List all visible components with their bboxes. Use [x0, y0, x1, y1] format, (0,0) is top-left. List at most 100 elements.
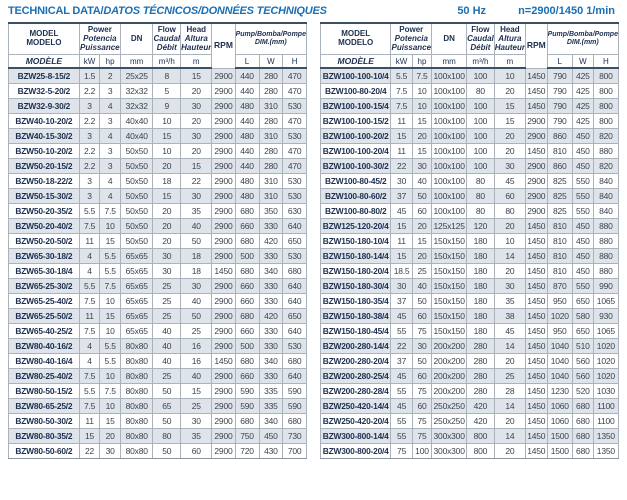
value-cell: 4 — [99, 97, 121, 114]
value-cell: 180 — [466, 322, 495, 339]
table-body: BZW25-8-15/2 1.5 2 25x25 8 15 2900 440 280 470 BZW… — [8, 67, 307, 459]
value-cell: 1450 — [524, 397, 548, 414]
col-header-dimensions: Pump/Bomba/Pompe DIM.(mm) — [546, 22, 620, 56]
value-cell: 5.5 — [78, 277, 101, 294]
value-cell: 80x80 — [119, 427, 154, 444]
value-cell: 1450 — [524, 367, 548, 384]
table-row: BZW65-30-18/2 4 5.5 65x65 30 18 2900 500 330 530 — [8, 247, 307, 264]
table-row: BZW100-100-20/2 15 20 100x100 100 20 2900 860 45… — [319, 127, 620, 144]
value-cell: 50 — [152, 412, 182, 429]
value-cell: 100x100 — [431, 67, 468, 84]
value-cell: 22 — [390, 337, 413, 354]
value-cell: 50x50 — [119, 142, 154, 159]
value-cell: 440 — [234, 67, 260, 84]
table-row: BZW125-120-20/4 15 20 125x125 120 20 1450 810 45… — [319, 217, 620, 234]
value-cell: 870 — [546, 277, 573, 294]
value-cell: 15 — [99, 307, 121, 324]
value-cell: 480 — [234, 97, 260, 114]
value-cell: 3 — [99, 142, 121, 159]
table-row: BZW32-9-30/2 3 4 32x32 9 30 2900 480 310 530 — [8, 97, 307, 114]
value-cell: 10 — [493, 232, 526, 249]
value-cell: 30 — [493, 157, 526, 174]
value-cell: 480 — [234, 172, 260, 189]
table-header: MODEL MODELO Power Potencia Puissance DN Fl… — [319, 21, 620, 70]
value-cell: 10 — [99, 292, 121, 309]
value-cell: 1500 — [546, 442, 573, 459]
value-cell: 60 — [411, 202, 433, 219]
value-cell: 10 — [99, 217, 121, 234]
value-cell: 680 — [282, 412, 307, 429]
value-cell: 1450 — [524, 427, 548, 444]
value-cell: 11 — [78, 307, 101, 324]
value-cell: 1065 — [592, 292, 620, 309]
value-cell: 800 — [466, 442, 495, 459]
value-cell: 3 — [78, 187, 101, 204]
value-cell: 7.5 — [99, 277, 121, 294]
model-cell: BZW300-800-14/4 — [319, 427, 392, 444]
value-cell: 530 — [282, 247, 307, 264]
value-cell: 50 — [152, 442, 182, 459]
value-cell: 1020 — [592, 337, 620, 354]
model-cell: BZW50-20-50/2 — [8, 232, 80, 249]
value-cell: 310 — [258, 97, 284, 114]
value-cell: 80 — [466, 172, 495, 189]
value-cell: 5 — [152, 82, 182, 99]
table-row: BZW25-8-15/2 1.5 2 25x25 8 15 2900 440 280 470 — [8, 67, 307, 84]
speed-label: n=2900/1450 1/min — [518, 5, 615, 17]
value-cell: 30 — [99, 442, 121, 459]
table-row: BZW150-180-20/4 18.5 25 150x150 180 20 1450 810… — [319, 262, 620, 279]
table-row: BZW50-18-22/2 3 4 50x50 18 22 2900 480 310 530 — [8, 172, 307, 189]
value-cell: 10 — [411, 97, 433, 114]
value-cell: 80x80 — [119, 337, 154, 354]
value-cell: 60 — [493, 187, 526, 204]
value-cell: 470 — [282, 82, 307, 99]
value-cell: 310 — [258, 187, 284, 204]
value-cell: 180 — [466, 262, 495, 279]
value-cell: 2900 — [211, 382, 236, 399]
value-cell: 825 — [546, 187, 573, 204]
value-cell: 150x150 — [431, 292, 468, 309]
value-cell: 14 — [493, 397, 526, 414]
value-cell: 15 — [390, 127, 413, 144]
value-cell: 880 — [592, 142, 620, 159]
value-cell: 1450 — [524, 322, 548, 339]
value-cell: 330 — [258, 277, 284, 294]
table-row: BZW80-65-25/2 7.5 10 80x80 65 25 2900 590 335 590 — [8, 397, 307, 414]
value-cell: 2900 — [211, 97, 236, 114]
value-cell: 60 — [411, 307, 433, 324]
value-cell: 810 — [546, 232, 573, 249]
table-row: BZW80-50-15/2 5.5 7.5 80x80 50 15 2900 590 335 59… — [8, 382, 307, 399]
value-cell: 880 — [592, 232, 620, 249]
value-cell: 15 — [493, 112, 526, 129]
value-cell: 4 — [99, 172, 121, 189]
value-cell: 990 — [592, 277, 620, 294]
value-cell: 425 — [571, 82, 594, 99]
model-cell: BZW200-280-25/4 — [319, 367, 392, 384]
value-cell: 2900 — [524, 112, 548, 129]
model-cell: BZW200-280-28/4 — [319, 382, 392, 399]
value-cell: 810 — [546, 247, 573, 264]
value-cell: 825 — [546, 172, 573, 189]
value-cell: 660 — [234, 367, 260, 384]
value-cell: 1450 — [524, 337, 548, 354]
value-cell: 1500 — [546, 427, 573, 444]
value-cell: 800 — [592, 97, 620, 114]
value-cell: 50x50 — [119, 157, 154, 174]
value-cell: 820 — [592, 127, 620, 144]
value-cell: 280 — [466, 382, 495, 399]
table-row: BZW150-180-45/4 55 75 150x150 180 45 1450 950 65… — [319, 322, 620, 339]
model-cell: BZW80-50-15/2 — [8, 382, 80, 399]
value-cell: 25 — [180, 322, 213, 339]
value-cell: 840 — [592, 202, 620, 219]
model-cell: BZW80-50-30/2 — [8, 412, 80, 429]
value-cell: 470 — [282, 157, 307, 174]
value-cell: 2900 — [211, 217, 236, 234]
value-cell: 200x200 — [431, 337, 468, 354]
col-header-dn: DN — [431, 22, 468, 56]
dim-l: L — [234, 54, 260, 70]
value-cell: 440 — [234, 112, 260, 129]
value-cell: 250x250 — [431, 397, 468, 414]
operating-conditions: 50 Hz n=2900/1450 1/min — [457, 5, 619, 17]
value-cell: 65x65 — [119, 262, 154, 279]
value-cell: 480 — [234, 127, 260, 144]
